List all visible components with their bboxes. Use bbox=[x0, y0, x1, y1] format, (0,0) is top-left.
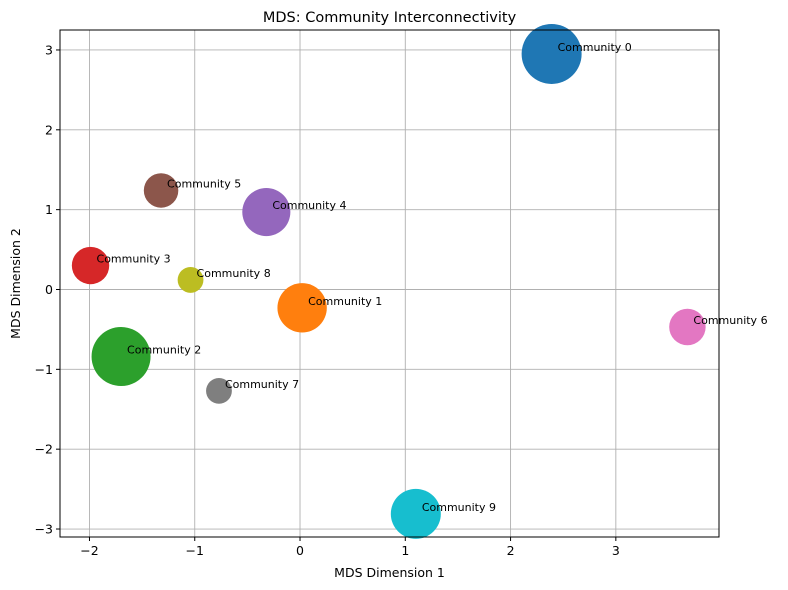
y-axis-label: MDS Dimension 2 bbox=[8, 228, 23, 339]
x-tick-label: 3 bbox=[612, 543, 620, 558]
scatter-point bbox=[669, 308, 706, 346]
y-tick-label: −1 bbox=[35, 362, 53, 377]
point-label: Community 8 bbox=[197, 267, 271, 280]
scatter-point bbox=[206, 377, 232, 404]
plot-frame bbox=[59, 29, 720, 538]
scatter-point bbox=[177, 267, 204, 293]
scatter-point bbox=[143, 173, 179, 208]
y-tick-label: −2 bbox=[35, 442, 53, 457]
scatter-point bbox=[242, 188, 291, 237]
point-labels: Community 0 Community 1 Community 2 Communi… bbox=[97, 41, 768, 514]
x-tick-label: 2 bbox=[507, 543, 515, 558]
axis-ticks: −2 −1 0 1 2 3 −3 −2 −1 0 1 2 3 bbox=[35, 42, 620, 558]
y-tick-label: 2 bbox=[45, 122, 53, 137]
scatter-points bbox=[71, 23, 706, 539]
point-label: Community 4 bbox=[272, 199, 346, 212]
point-label: Community 7 bbox=[225, 378, 299, 391]
grid-lines bbox=[60, 30, 719, 537]
point-label: Community 0 bbox=[558, 41, 632, 54]
y-tick-label: 0 bbox=[45, 282, 53, 297]
y-tick-label: 1 bbox=[45, 202, 53, 217]
scatter-point bbox=[390, 488, 441, 539]
point-label: Community 1 bbox=[308, 295, 382, 308]
x-tick-label: 0 bbox=[296, 543, 304, 558]
scatter-point bbox=[521, 23, 582, 84]
x-axis-label: MDS Dimension 1 bbox=[334, 565, 445, 580]
x-tick-label: −1 bbox=[186, 543, 204, 558]
point-label: Community 5 bbox=[167, 177, 241, 190]
scatter-point bbox=[71, 246, 110, 285]
point-label: Community 6 bbox=[693, 314, 767, 327]
point-label: Community 2 bbox=[127, 344, 201, 357]
chart-title: MDS: Community Interconnectivity bbox=[263, 10, 517, 26]
point-label: Community 3 bbox=[97, 253, 171, 266]
scatter-point bbox=[277, 283, 327, 333]
point-label: Community 9 bbox=[422, 501, 496, 514]
scatter-point bbox=[91, 327, 151, 387]
x-tick-label: 1 bbox=[401, 543, 409, 558]
x-tick-label: −2 bbox=[80, 543, 98, 558]
y-tick-label: 3 bbox=[45, 42, 53, 57]
y-tick-label: −3 bbox=[35, 522, 53, 537]
